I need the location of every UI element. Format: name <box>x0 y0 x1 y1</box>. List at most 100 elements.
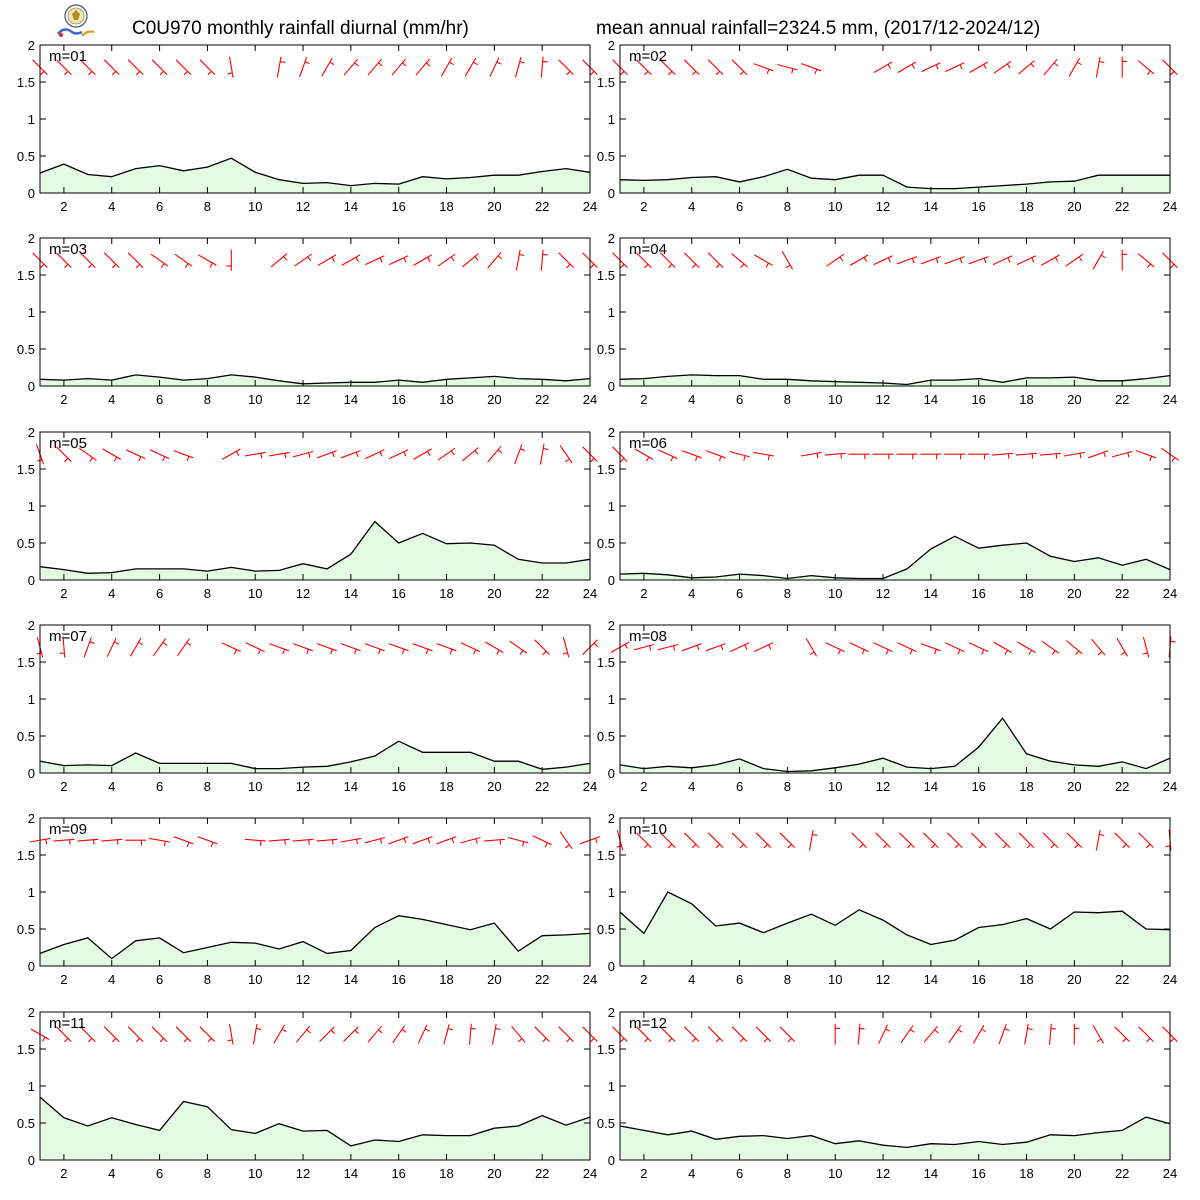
wind-barb-tick <box>739 70 744 76</box>
y-tick-label: 2 <box>28 231 35 246</box>
x-tick-label: 24 <box>1163 1166 1177 1181</box>
x-tick-label: 18 <box>1019 1166 1033 1181</box>
wind-barb-tick <box>1146 1037 1151 1043</box>
wind-barb <box>753 451 774 457</box>
month-label: m=06 <box>629 435 667 452</box>
x-tick-label: 22 <box>535 1166 549 1181</box>
wind-barb-tick <box>495 1027 501 1030</box>
x-tick-label: 10 <box>828 1166 842 1181</box>
wind-barb-tick <box>378 1029 383 1034</box>
wind-barb <box>754 254 773 266</box>
wind-barb-tick <box>590 1037 595 1043</box>
wind-barb <box>464 57 477 77</box>
wind-barb <box>851 832 867 848</box>
wind-barb <box>705 450 726 459</box>
wind-barb-tick <box>934 1029 939 1034</box>
wind-barb <box>800 451 822 457</box>
wind-barb <box>972 1024 985 1044</box>
x-tick-label: 6 <box>736 199 743 214</box>
wind-barb <box>367 58 382 76</box>
wind-barb-tick <box>691 70 697 76</box>
wind-barb-tick <box>401 1029 407 1033</box>
wind-barb <box>1088 450 1109 459</box>
rainfall-line <box>39 520 591 574</box>
wind-barb-tick <box>135 1037 141 1043</box>
x-tick-label: 4 <box>688 586 695 601</box>
wind-barb-tick <box>814 69 818 75</box>
wind-barb <box>1092 250 1104 270</box>
y-tick-label: 2 <box>608 1005 615 1020</box>
wind-barb <box>660 832 676 848</box>
x-tick-label: 8 <box>204 779 211 794</box>
x-tick-label: 20 <box>487 972 501 987</box>
wind-barb-tick <box>183 70 188 76</box>
wind-barb-tick <box>1103 452 1106 458</box>
wind-barb-tick <box>496 61 502 65</box>
x-tick-label: 16 <box>971 392 985 407</box>
wind-barb <box>487 251 502 269</box>
wind-barb-tick <box>1146 70 1151 76</box>
x-tick-label: 6 <box>736 1166 743 1181</box>
x-tick-label: 2 <box>640 1166 647 1181</box>
wind-barb-tick <box>959 64 963 70</box>
wind-barb <box>198 254 217 266</box>
y-tick-label: 2 <box>28 618 35 633</box>
wind-barb <box>878 1024 888 1044</box>
y-tick-label: 1.5 <box>597 268 615 283</box>
wind-barb-tick <box>356 839 358 845</box>
wind-barb <box>636 59 652 75</box>
wind-barb-tick <box>520 448 526 452</box>
month-label: m=10 <box>629 821 667 838</box>
wind-barb <box>321 57 333 77</box>
wind-barb-tick <box>978 843 984 849</box>
y-tick-label: 0 <box>608 1153 615 1168</box>
wind-barb <box>268 838 290 842</box>
wind-barb <box>175 1026 192 1042</box>
wind-barb <box>443 1023 450 1045</box>
x-tick-label: 4 <box>688 199 695 214</box>
wind-barb <box>683 252 700 268</box>
wind-barb-tick <box>183 1037 188 1043</box>
x-tick-label: 22 <box>535 586 549 601</box>
y-tick-label: 1.5 <box>17 268 35 283</box>
y-tick-label: 0.5 <box>597 729 615 744</box>
x-tick-label: 22 <box>1115 1166 1129 1181</box>
wind-barb-tick <box>1004 649 1009 655</box>
rainfall-area <box>620 374 1170 386</box>
wind-barb-tick <box>377 649 381 655</box>
wind-barb-tick <box>235 451 240 456</box>
wind-barb-tick <box>519 650 524 655</box>
wind-barb-tick <box>957 1029 963 1033</box>
wind-barb-tick <box>1050 843 1055 849</box>
wind-barb-tick <box>330 1029 335 1035</box>
wind-barb <box>1041 640 1060 654</box>
wind-barb-tick <box>744 644 748 650</box>
wind-barb <box>1136 450 1157 459</box>
wind-barb-tick <box>645 456 650 462</box>
wind-barb <box>151 59 168 75</box>
panel-m=10: 00.511.522 4 6 8 10 12 14 16 18 20 22 24m=10 <box>597 811 1177 987</box>
wind-barb <box>221 448 241 460</box>
plot-frame <box>39 44 591 194</box>
y-tick-label: 1 <box>608 1079 615 1094</box>
x-tick-label: 12 <box>876 586 890 601</box>
wind-barb <box>753 63 774 72</box>
wind-barb-tick <box>911 258 915 264</box>
wind-barb-tick <box>227 72 233 75</box>
wind-barb-tick <box>1097 651 1103 656</box>
wind-barb <box>992 255 1013 266</box>
wind-barb-tick <box>620 457 625 463</box>
x-tick-label: 18 <box>439 1166 453 1181</box>
wind-barb-tick <box>594 838 598 844</box>
wind-barb <box>1138 832 1154 848</box>
x-tick-label: 2 <box>60 586 67 601</box>
wind-barb-tick <box>521 841 525 847</box>
wind-barb <box>468 1023 472 1045</box>
wind-barb <box>534 1026 550 1042</box>
x-tick-label: 18 <box>439 392 453 407</box>
wind-barb-tick <box>256 1027 262 1030</box>
x-tick-label: 14 <box>924 779 938 794</box>
x-tick-label: 4 <box>108 1166 115 1181</box>
wind-barb-tick <box>111 263 117 269</box>
wind-barb <box>343 1026 359 1042</box>
